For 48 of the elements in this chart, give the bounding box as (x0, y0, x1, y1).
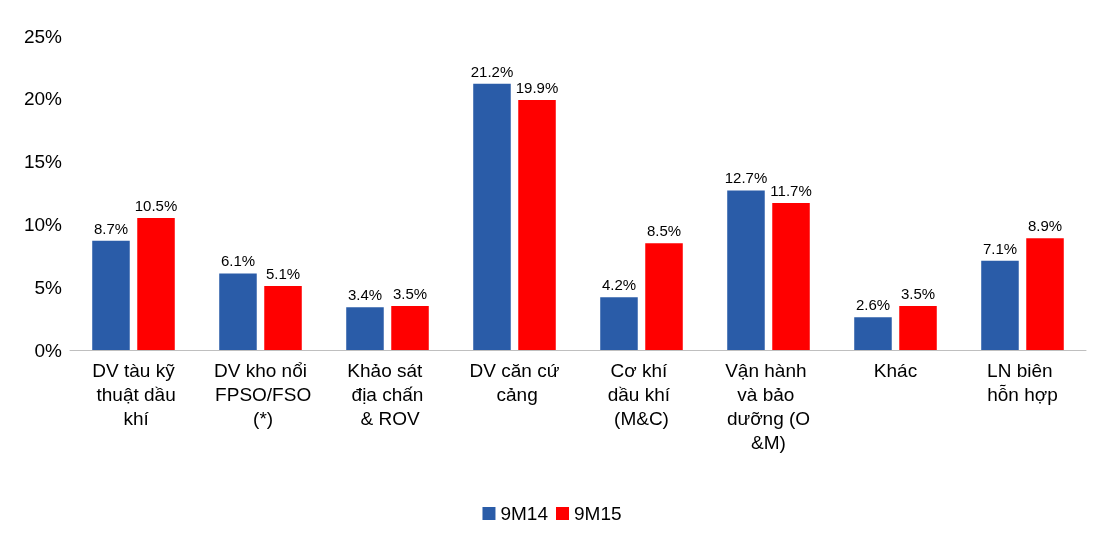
data-label: 19.9% (515, 79, 559, 97)
bar (772, 203, 810, 350)
x-tick-label: Vận hành và bảo dưỡng (O&M) (725, 359, 812, 453)
data-label: 8.7% (93, 219, 129, 237)
bar (473, 83, 511, 350)
y-tick-label: 20% (23, 88, 63, 110)
data-label: 3.4% (347, 286, 383, 304)
x-tick-label: LN biên hỗn hợp (987, 359, 1058, 405)
y-tick-label: 10% (23, 213, 63, 235)
y-tick-label: 5% (34, 276, 63, 298)
data-label: 4.2% (601, 276, 637, 294)
data-label: 8.9% (1027, 217, 1063, 235)
x-tick-label: Cơ khí dầu khí (M&C) (607, 359, 676, 429)
data-label: 7.1% (982, 239, 1018, 257)
data-label: 3.5% (900, 285, 936, 303)
bar (899, 306, 937, 350)
bar (1026, 238, 1064, 350)
x-tick-label: DV kho nổi FPSO/FSO (*) (209, 359, 312, 429)
bar (727, 190, 765, 350)
bar (92, 240, 130, 350)
bar (518, 100, 556, 350)
x-tick-label: DV căn cứ cảng (469, 359, 560, 405)
data-label: 10.5% (134, 197, 178, 215)
data-label: 5.1% (265, 264, 301, 282)
bar (391, 306, 429, 350)
bar (137, 218, 175, 350)
y-tick-label: 0% (34, 339, 63, 361)
y-tick-label: 25% (23, 25, 63, 47)
bar (981, 260, 1019, 350)
data-label: 11.7% (770, 182, 812, 200)
x-tick-label: Khác (873, 359, 918, 381)
bar (219, 273, 257, 350)
legend-label: 9M14 (500, 503, 549, 524)
y-tick-label: 15% (23, 151, 63, 173)
data-label: 2.6% (855, 296, 891, 314)
bar (645, 243, 683, 350)
bar (264, 285, 302, 350)
data-label: 12.7% (724, 169, 768, 187)
bar (854, 317, 892, 350)
data-label: 6.1% (220, 252, 256, 270)
data-label: 21.2% (470, 62, 514, 80)
data-label: 8.5% (646, 222, 682, 240)
x-tick-label: DV tàu kỹ thuật dầu khí (91, 359, 176, 429)
bar (346, 307, 384, 350)
data-label: 3.5% (392, 285, 428, 303)
legend-label: 9M15 (574, 503, 622, 524)
bar (600, 297, 638, 350)
x-tick-label: Khảo sát địa chấn & ROV (347, 359, 428, 429)
